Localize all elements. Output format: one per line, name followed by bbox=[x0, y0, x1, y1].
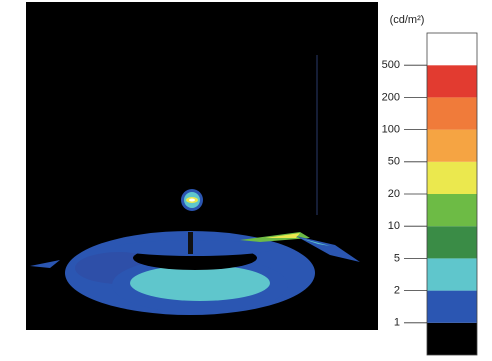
color-band bbox=[427, 258, 477, 290]
color-band bbox=[427, 323, 477, 355]
color-band bbox=[427, 194, 477, 226]
tick-label: 20 bbox=[388, 188, 400, 200]
tick-label: 1 bbox=[394, 317, 400, 329]
color-band bbox=[427, 226, 477, 258]
tick-label: 50 bbox=[388, 156, 400, 168]
color-band bbox=[427, 162, 477, 194]
color-band bbox=[427, 291, 477, 323]
tick-label: 100 bbox=[382, 124, 400, 136]
tick-label: 500 bbox=[382, 59, 400, 71]
color-band bbox=[427, 130, 477, 162]
screen: (cd/m²) 1 2 5 10 20 50 100 200 500 bbox=[0, 0, 492, 361]
tick-label: 200 bbox=[382, 91, 400, 103]
tick-label: 5 bbox=[394, 252, 400, 264]
color-band bbox=[427, 65, 477, 97]
luminance-image bbox=[26, 2, 378, 330]
color-scale: 1 2 5 10 20 50 100 200 500 bbox=[382, 33, 477, 355]
unit-label: (cd/m²) bbox=[390, 14, 425, 26]
page: (cd/m²) 125102050100200500 (() => { cons… bbox=[0, 0, 492, 361]
tick-label: 10 bbox=[388, 220, 400, 232]
color-band bbox=[427, 33, 477, 65]
tick-label: 2 bbox=[394, 285, 400, 297]
color-band bbox=[427, 97, 477, 129]
